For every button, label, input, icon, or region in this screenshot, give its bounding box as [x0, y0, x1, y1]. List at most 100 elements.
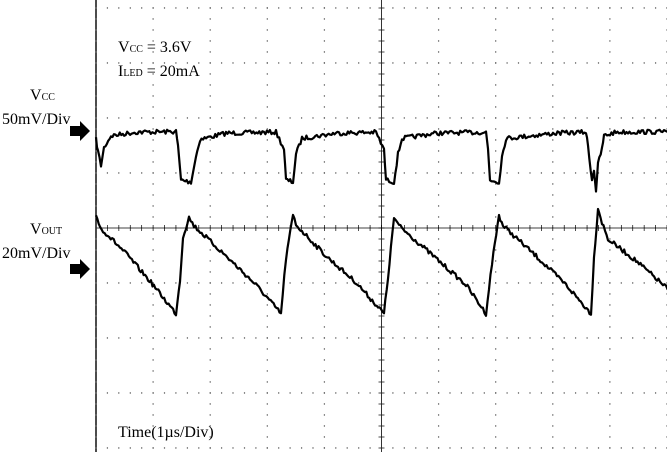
grid-dot — [152, 271, 154, 273]
grid-dot — [609, 205, 611, 207]
grid-dot — [209, 359, 211, 361]
grid-dot — [586, 117, 588, 119]
grid-dot — [323, 7, 326, 9]
grid-dot — [266, 205, 268, 207]
grid-dot — [483, 7, 485, 9]
grid-dot — [552, 150, 554, 152]
grid-dot — [323, 139, 326, 141]
grid-dot — [323, 194, 326, 196]
channel-vcc-name: VCC — [30, 87, 55, 104]
grid-dot — [243, 7, 246, 9]
grid-dot — [209, 150, 211, 152]
grid-dot — [358, 447, 360, 449]
grid-dot — [495, 337, 497, 339]
grid-dot — [95, 304, 97, 306]
grid-dot — [163, 117, 166, 119]
grid-dot — [106, 337, 109, 339]
grid-dot — [552, 128, 554, 130]
grid-dot — [563, 117, 565, 119]
grid-dot — [266, 51, 268, 53]
grid-dot — [141, 337, 143, 339]
grid-dot — [449, 117, 451, 119]
grid-dot — [129, 392, 131, 394]
grid-dot — [552, 348, 554, 350]
grid-dot — [266, 348, 268, 350]
grid-dot — [609, 326, 611, 328]
grid-dot — [358, 62, 360, 64]
grid-dot — [95, 348, 97, 350]
grid-dot — [517, 337, 520, 339]
grid-dot — [609, 381, 611, 383]
grid-dot — [346, 7, 348, 9]
grid-dot — [552, 414, 554, 416]
grid-dot — [129, 337, 131, 339]
grid-dot — [209, 370, 211, 372]
grid-dot — [415, 172, 417, 174]
grid-dot — [243, 282, 246, 284]
grid-dot — [152, 51, 154, 53]
grid-dot — [495, 40, 497, 42]
grid-dot — [437, 282, 440, 284]
grid-dot — [437, 425, 440, 427]
grid-dot — [620, 392, 622, 394]
grid-dot — [632, 282, 634, 284]
grid-dot — [209, 447, 211, 449]
grid-dot — [529, 282, 531, 284]
grid-dot — [609, 29, 611, 31]
grid-dot — [266, 403, 268, 405]
grid-dot — [152, 370, 154, 372]
grid-dot — [586, 337, 588, 339]
grid-dot — [209, 326, 211, 328]
grid-dot — [460, 337, 463, 339]
grid-dot — [346, 282, 348, 284]
grid-dot — [95, 337, 97, 339]
grid-dot — [289, 117, 291, 119]
grid-dot — [483, 392, 485, 394]
grid-dot — [323, 381, 326, 383]
grid-dot — [609, 348, 611, 350]
grid-dot — [186, 117, 189, 119]
grid-dot — [323, 106, 326, 108]
grid-dot — [266, 29, 268, 31]
grid-dot — [95, 51, 97, 53]
grid-dot — [552, 238, 554, 240]
grid-dot — [483, 117, 485, 119]
grid-dot — [495, 447, 497, 449]
grid-dot — [323, 51, 326, 53]
grid-dot — [152, 260, 154, 262]
grid-dot — [209, 271, 211, 273]
grid-dot — [323, 447, 326, 449]
grid-dot — [495, 18, 497, 20]
grid-dot — [152, 7, 154, 9]
grid-dot — [437, 392, 440, 394]
grid-dot — [540, 392, 543, 394]
grid-dot — [266, 326, 268, 328]
grid-dot — [449, 62, 451, 64]
grid-dot — [437, 106, 440, 108]
grid-dot — [437, 194, 440, 196]
grid-dot — [95, 117, 97, 119]
grid-dot — [152, 436, 154, 438]
grid-dot — [323, 18, 326, 20]
grid-dot — [552, 183, 554, 185]
grid-dot — [118, 282, 120, 284]
grid-dot — [540, 62, 543, 64]
grid-dot — [118, 392, 120, 394]
grid-dot — [118, 172, 120, 174]
grid-dot — [449, 282, 451, 284]
grid-dot — [472, 337, 474, 339]
grid-dot — [632, 337, 634, 339]
grid-dot — [335, 337, 337, 339]
grid-dot — [152, 304, 154, 306]
grid-dot — [495, 84, 497, 86]
grid-dot — [586, 62, 588, 64]
grid-dot — [632, 172, 634, 174]
grid-dot — [609, 73, 611, 75]
grid-dot — [495, 326, 497, 328]
grid-dot — [437, 249, 440, 251]
grid-dot — [495, 359, 497, 361]
grid-dot — [392, 117, 394, 119]
grid-dot — [106, 62, 109, 64]
grid-dot — [369, 172, 371, 174]
grid-dot — [300, 62, 303, 64]
